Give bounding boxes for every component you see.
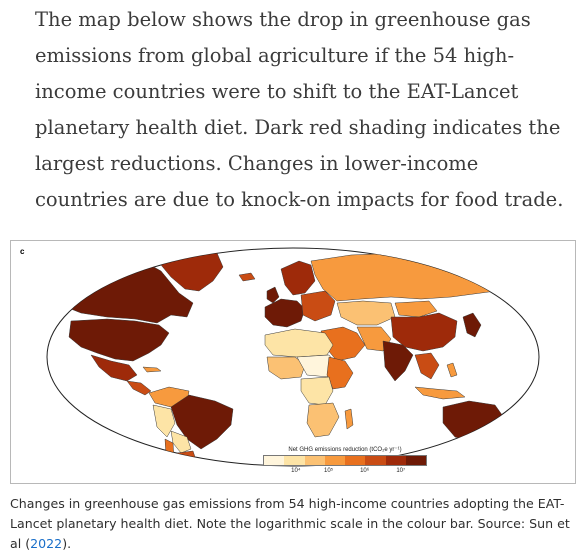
region-scandinavia [280, 260, 316, 296]
colour-bar-legend: Net GHG emissions reduction (tCO₂e yr⁻¹)… [263, 446, 427, 478]
region-southern-africa [306, 402, 340, 438]
region-iceland [238, 272, 256, 282]
region-madagascar [344, 408, 354, 430]
region-usa [68, 318, 170, 362]
region-japan [462, 312, 482, 338]
region-west-africa [266, 356, 306, 380]
intro-paragraph: The map below shows the drop in greenhou… [35, 8, 564, 211]
region-central-america [126, 380, 152, 396]
legend-swatch [324, 456, 345, 465]
region-india [382, 340, 414, 382]
map-figure: c [10, 240, 576, 484]
region-brazil [170, 394, 234, 450]
legend-swatch [304, 456, 325, 465]
region-uk [266, 286, 280, 304]
legend-swatch [345, 456, 366, 465]
source-link[interactable]: 2022 [30, 536, 63, 551]
legend-ticks: 10⁴ 10⁵ 10⁶ 10⁷ [263, 468, 427, 478]
legend-tick-label: 10⁴ [291, 468, 301, 474]
region-peru [152, 404, 176, 438]
region-indonesia [414, 386, 466, 400]
region-new-zealand [518, 438, 528, 456]
region-mongolia [394, 300, 438, 318]
world-map [46, 247, 540, 467]
region-east-africa [326, 356, 354, 390]
legend-tick-label: 10⁷ [396, 468, 406, 474]
region-bolivia [170, 430, 192, 454]
region-southeast-asia [414, 352, 440, 380]
legend-title: Net GHG emissions reduction (tCO₂e yr⁻¹) [288, 447, 402, 453]
legend-swatch [365, 456, 386, 465]
region-central-asia [336, 300, 396, 326]
figure-caption: Changes in greenhouse gas emissions from… [10, 494, 576, 554]
legend-colour-bar [263, 455, 427, 466]
region-caribbean [142, 366, 162, 373]
legend-swatch [264, 456, 285, 465]
legend-swatch [385, 456, 406, 465]
region-mexico [90, 354, 138, 382]
region-philippines [446, 362, 458, 378]
caption-text: Changes in greenhouse gas emissions from… [10, 496, 570, 551]
legend-swatch [405, 456, 426, 465]
region-china [390, 312, 458, 352]
legend-tick-label: 10⁵ [324, 468, 334, 474]
panel-letter: c [20, 247, 25, 256]
caption-end: ). [62, 536, 72, 551]
region-western-europe [264, 298, 306, 328]
region-north-africa [264, 328, 334, 358]
legend-tick-label: 10⁶ [360, 468, 370, 474]
legend-swatch [284, 456, 305, 465]
